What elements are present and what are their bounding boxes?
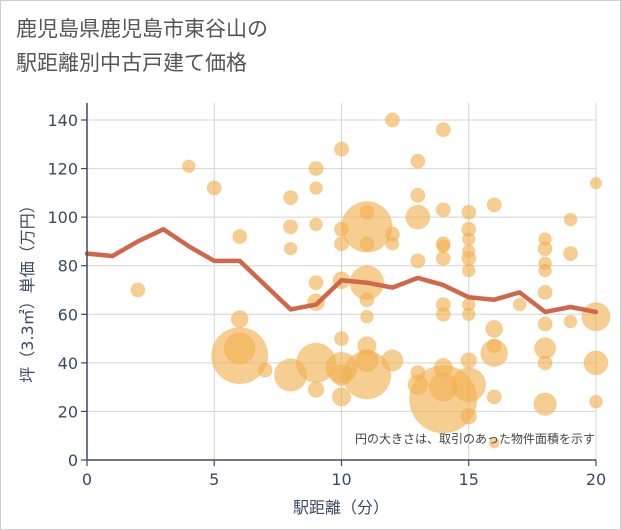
- data-bubble: [307, 381, 325, 398]
- data-bubble: [538, 263, 552, 278]
- data-bubble: [461, 232, 476, 246]
- data-bubble: [211, 327, 269, 385]
- data-bubble: [451, 367, 487, 403]
- data-bubble: [341, 201, 393, 253]
- y-tick-label: 40: [58, 354, 78, 373]
- data-bubble: [130, 282, 146, 298]
- x-tick-label: 5: [209, 470, 219, 489]
- bubble-size-note: 円の大きさは、取引のあった物件面積を示す: [355, 431, 595, 446]
- data-bubble: [436, 239, 451, 254]
- data-bubble: [230, 310, 249, 329]
- data-bubble: [461, 307, 476, 322]
- data-bubble: [283, 190, 299, 206]
- data-bubble: [359, 236, 375, 252]
- data-bubble: [334, 331, 349, 347]
- data-bubble: [537, 355, 553, 371]
- data-bubble: [385, 237, 400, 251]
- data-bubble: [257, 362, 273, 378]
- data-bubble: [480, 339, 509, 367]
- y-axis-label: 坪（3.3㎡）単価（万円）: [18, 197, 37, 382]
- data-bubble: [485, 319, 504, 338]
- x-tick-label: 0: [82, 470, 92, 489]
- data-bubble: [359, 292, 375, 308]
- data-bubble: [583, 350, 609, 376]
- data-bubble: [381, 349, 404, 372]
- chart-title-line-2: 駅距離別中古戸建て価格: [16, 51, 247, 75]
- chart-title-line-1: 鹿児島県鹿児島市東谷山の: [16, 17, 268, 41]
- data-bubble: [461, 263, 476, 278]
- data-bubble: [206, 180, 222, 196]
- data-bubble: [334, 141, 349, 157]
- data-bubble: [589, 177, 603, 190]
- data-bubble: [512, 297, 527, 312]
- data-bubble: [581, 302, 611, 332]
- data-bubble: [488, 437, 500, 449]
- data-bubble: [460, 352, 477, 369]
- y-tick-label: 100: [47, 208, 78, 227]
- data-bubble: [410, 187, 426, 203]
- data-bubble: [435, 202, 451, 218]
- data-bubble: [461, 204, 477, 220]
- data-bubble: [563, 212, 578, 227]
- y-tick-label: 0: [68, 451, 78, 470]
- data-bubble: [537, 316, 553, 332]
- x-tick-label: 10: [331, 470, 351, 489]
- data-bubble: [589, 394, 603, 409]
- data-bubble: [309, 181, 323, 195]
- data-bubble: [360, 309, 374, 324]
- x-axis-label: 駅距離（分）: [293, 498, 389, 517]
- y-tick-label: 140: [47, 111, 78, 130]
- data-bubble: [384, 112, 400, 128]
- y-tick-label: 20: [58, 402, 78, 421]
- data-bubble: [331, 387, 352, 407]
- data-bubble: [283, 241, 298, 256]
- y-tick-label: 120: [47, 160, 78, 179]
- grid-lines: [87, 103, 597, 460]
- data-bubble: [537, 284, 553, 300]
- data-bubble: [283, 219, 299, 235]
- data-bubble: [308, 275, 324, 291]
- bubble-layer: [130, 112, 611, 449]
- data-bubble: [308, 161, 324, 177]
- data-bubble: [461, 250, 477, 266]
- data-bubble: [182, 159, 196, 173]
- x-tick-label: 15: [459, 470, 479, 489]
- data-bubble: [435, 306, 451, 322]
- data-bubble: [533, 392, 557, 416]
- trend-line-layer: [84, 227, 599, 315]
- data-bubble: [486, 197, 502, 213]
- data-bubble: [460, 408, 477, 425]
- data-bubble: [410, 153, 426, 169]
- x-tick-label: 20: [586, 470, 606, 489]
- data-bubble: [435, 122, 451, 138]
- data-bubble: [435, 250, 451, 266]
- y-tick-label: 80: [58, 257, 78, 276]
- data-bubble: [537, 241, 553, 257]
- data-bubble: [563, 314, 578, 329]
- data-bubble: [405, 204, 431, 230]
- data-bubble: [232, 229, 248, 245]
- data-bubble: [563, 246, 579, 262]
- data-bubble: [342, 350, 392, 400]
- axes-layer: 0 20 40 60 80 100 120 140 0 5 10 15 20: [47, 103, 606, 489]
- average-price-line: [84, 227, 599, 315]
- chart-title: 鹿児島県鹿児島市東谷山の 駅距離別中古戸建て価格: [16, 12, 268, 80]
- data-bubble: [486, 389, 502, 405]
- y-tick-label: 60: [58, 305, 78, 324]
- data-bubble: [309, 217, 323, 232]
- data-bubble: [410, 253, 426, 269]
